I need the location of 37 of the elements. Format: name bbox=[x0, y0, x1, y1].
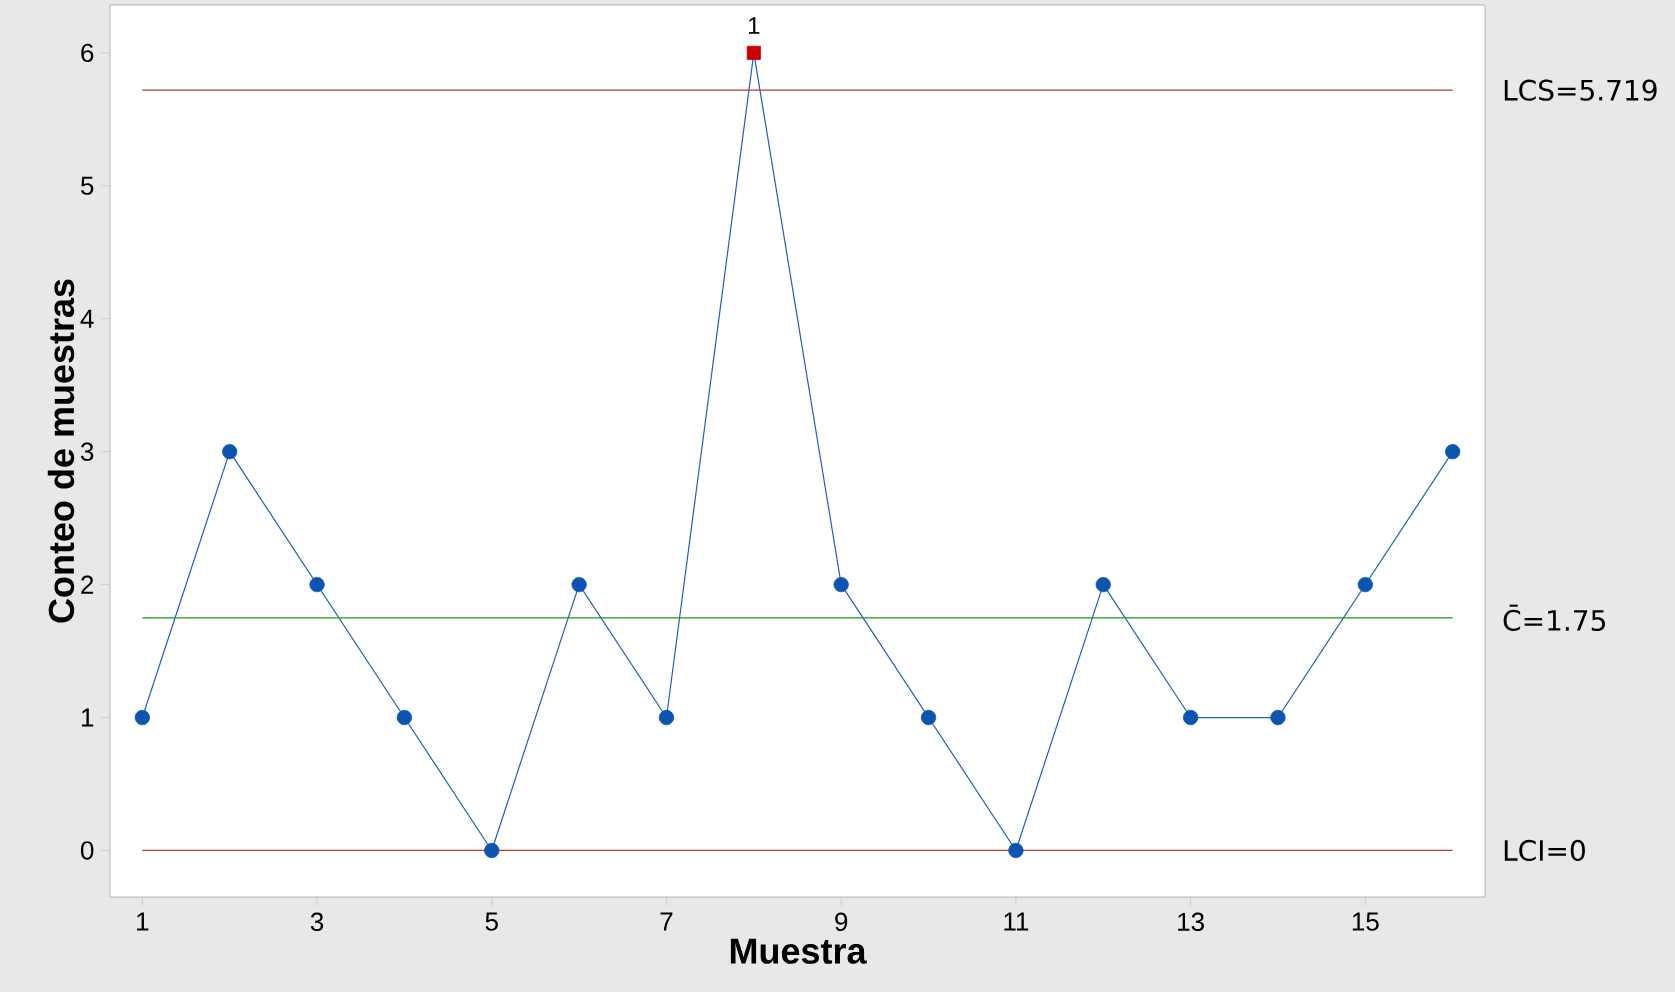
point bbox=[1270, 709, 1286, 726]
x-tick-label: 11 bbox=[1004, 912, 1029, 931]
point bbox=[571, 577, 587, 593]
point bbox=[920, 709, 937, 726]
ref-line-label: C̄=1.75 bbox=[1503, 604, 1605, 632]
ref-line-label: LCS=5.719 bbox=[1504, 79, 1657, 101]
x-tick-label: 9 bbox=[835, 912, 848, 932]
y-tick-label: 0 bbox=[80, 841, 94, 860]
point bbox=[222, 444, 238, 460]
y-tick-label: 6 bbox=[81, 43, 94, 63]
y-tick-label: 2 bbox=[81, 575, 94, 594]
y-tick-label: 3 bbox=[80, 442, 94, 461]
point bbox=[1008, 842, 1024, 859]
point bbox=[1183, 709, 1199, 726]
x-tick-label: 15 bbox=[1352, 912, 1379, 931]
x-tick-label: 1 bbox=[137, 912, 149, 931]
point bbox=[396, 709, 412, 726]
point bbox=[1445, 444, 1461, 460]
x-tick-label: 5 bbox=[485, 912, 498, 931]
y-axis-title: Conteo de muestras bbox=[47, 279, 75, 623]
x-tick-label: 7 bbox=[660, 912, 673, 931]
point bbox=[484, 842, 500, 859]
x-tick-label: 13 bbox=[1178, 912, 1204, 932]
annotation: 1 bbox=[748, 17, 760, 34]
y-tick-label: 4 bbox=[80, 309, 94, 328]
point bbox=[1095, 577, 1111, 593]
x-tick-label: 3 bbox=[310, 912, 324, 932]
y-tick-label: 1 bbox=[81, 708, 94, 727]
point bbox=[134, 709, 150, 726]
point bbox=[1357, 577, 1373, 593]
point bbox=[309, 577, 325, 593]
point bbox=[746, 45, 761, 60]
ref-line-label: LCI=0 bbox=[1504, 839, 1585, 862]
point bbox=[658, 709, 675, 726]
point bbox=[833, 577, 849, 593]
x-axis-title: Muestra bbox=[730, 938, 867, 964]
y-tick-label: 5 bbox=[80, 176, 94, 195]
